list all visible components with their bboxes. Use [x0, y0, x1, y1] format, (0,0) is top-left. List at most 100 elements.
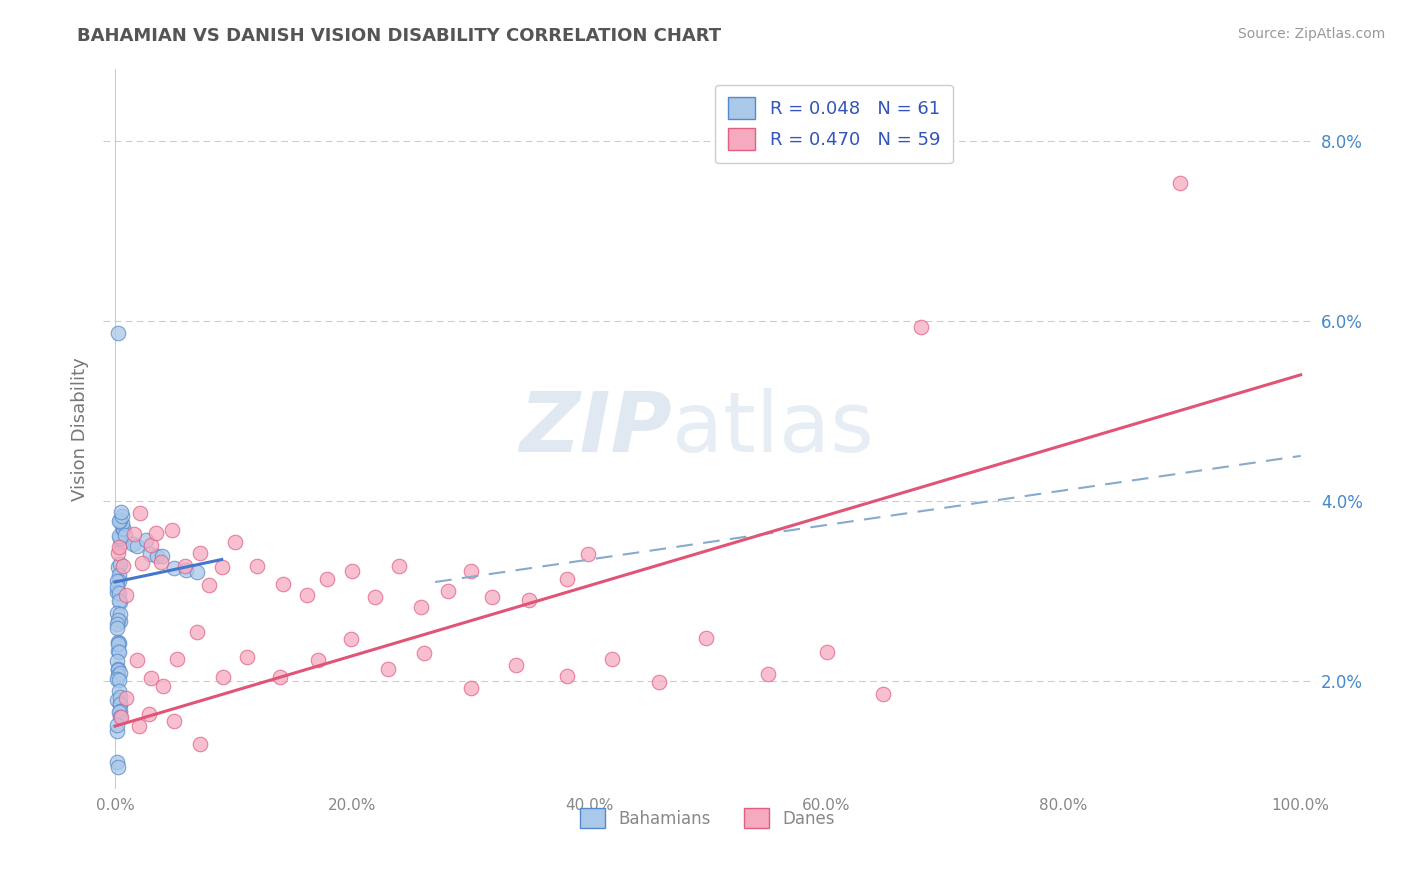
Point [174, 563, 197, 577]
Point [271, 577, 294, 591]
Point [108, 557, 131, 571]
Point [246, 558, 269, 573]
Point [174, 558, 197, 573]
Point [128, 719, 150, 733]
Point [138, 706, 160, 721]
Point [188, 546, 211, 560]
Point [111, 516, 134, 530]
Point [108, 531, 131, 545]
Point [110, 536, 132, 550]
Point [555, 669, 578, 683]
Point [108, 645, 131, 659]
Legend: Bahamians, Danes: Bahamians, Danes [574, 801, 842, 835]
Point [108, 595, 131, 609]
Point [108, 568, 131, 582]
Point [108, 541, 131, 555]
Point [107, 662, 129, 676]
Point [186, 625, 208, 640]
Text: BAHAMIAN VS DANISH VISION DISABILITY CORRELATION CHART: BAHAMIAN VS DANISH VISION DISABILITY COR… [77, 27, 721, 45]
Text: atlas: atlas [672, 388, 873, 469]
Point [186, 565, 208, 579]
Point [107, 560, 129, 574]
Point [107, 637, 129, 651]
Point [107, 635, 129, 649]
Point [139, 538, 162, 552]
Point [872, 687, 894, 701]
Point [111, 521, 134, 535]
Point [105, 574, 128, 589]
Point [107, 673, 129, 687]
Point [139, 672, 162, 686]
Y-axis label: Vision Disability: Vision Disability [72, 357, 89, 500]
Point [105, 584, 128, 599]
Point [107, 546, 129, 560]
Point [107, 616, 129, 631]
Point [166, 652, 188, 666]
Point [409, 600, 432, 615]
Point [107, 621, 129, 635]
Point [695, 631, 717, 645]
Point [105, 580, 128, 594]
Point [108, 710, 131, 724]
Point [110, 508, 132, 523]
Point [105, 693, 128, 707]
Point [108, 514, 131, 528]
Point [105, 755, 128, 769]
Point [114, 690, 136, 705]
Text: ZIP: ZIP [519, 388, 672, 469]
Point [108, 690, 131, 705]
Point [211, 559, 233, 574]
Point [125, 653, 148, 667]
Point [146, 549, 169, 564]
Point [340, 565, 363, 579]
Point [211, 670, 233, 684]
Point [460, 564, 482, 578]
Point [364, 590, 387, 604]
Point [648, 674, 671, 689]
Point [108, 607, 131, 621]
Point [114, 528, 136, 542]
Point [910, 319, 932, 334]
Point [412, 646, 434, 660]
Point [107, 760, 129, 774]
Point [340, 632, 363, 646]
Point [110, 614, 132, 628]
Point [105, 723, 128, 738]
Point [110, 697, 132, 711]
Point [129, 506, 152, 520]
Point [125, 539, 148, 553]
Point [436, 583, 458, 598]
Point [150, 555, 173, 569]
Point [576, 547, 599, 561]
Point [110, 505, 132, 519]
Point [110, 513, 132, 527]
Point [107, 718, 129, 732]
Point [107, 672, 129, 686]
Point [107, 663, 129, 677]
Point [150, 549, 173, 563]
Point [108, 529, 131, 543]
Point [108, 586, 131, 600]
Point [108, 705, 131, 719]
Point [198, 578, 221, 592]
Text: Source: ZipAtlas.com: Source: ZipAtlas.com [1237, 27, 1385, 41]
Point [188, 737, 211, 751]
Point [505, 658, 527, 673]
Point [235, 650, 257, 665]
Point [557, 572, 579, 586]
Point [600, 651, 623, 665]
Point [162, 523, 184, 537]
Point [108, 697, 131, 711]
Point [1170, 176, 1192, 190]
Point [517, 593, 540, 607]
Point [377, 662, 399, 676]
Point [108, 704, 131, 718]
Point [107, 326, 129, 340]
Point [107, 667, 129, 681]
Point [108, 593, 131, 607]
Point [105, 654, 128, 668]
Point [387, 558, 409, 573]
Point [108, 666, 131, 681]
Point [112, 559, 135, 574]
Point [152, 679, 174, 693]
